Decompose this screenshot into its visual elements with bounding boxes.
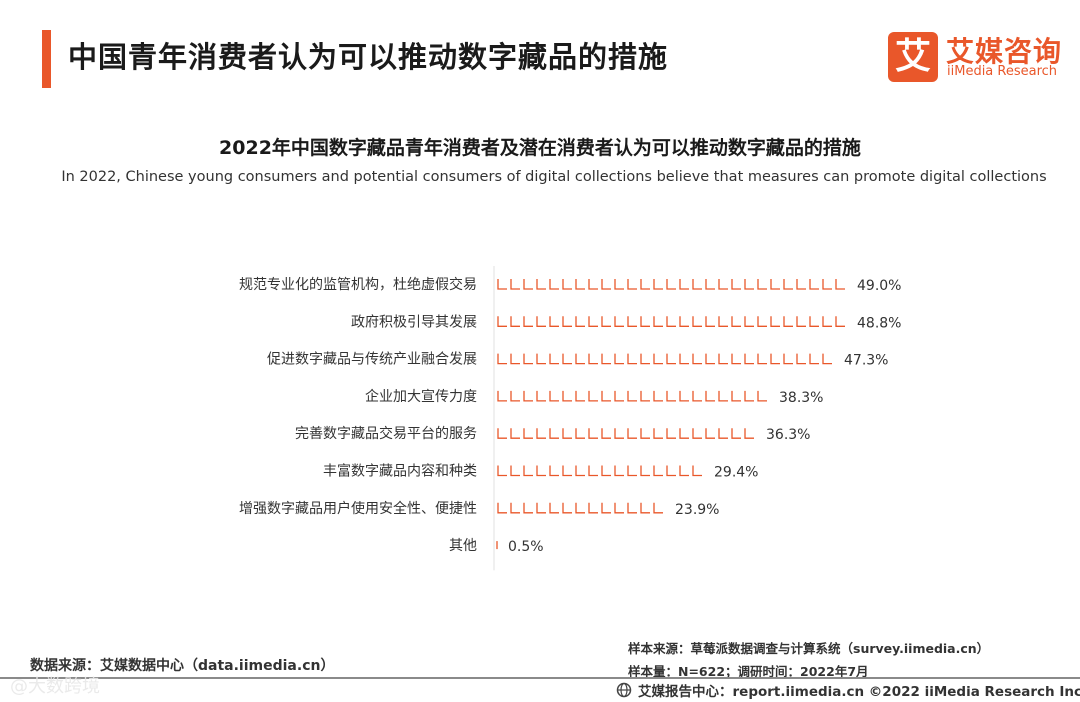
value-label: 0.5% [508, 539, 544, 555]
title-accent-bar [42, 30, 51, 88]
sample-source: 样本来源：草莓派数据调查与计算系统（survey.iimedia.cn） [628, 641, 990, 656]
bar-row: 其他 0.5% [449, 538, 544, 555]
value-label: 49.0% [857, 278, 901, 294]
bar [497, 353, 832, 365]
bar-row: 促进数字藏品与传统产业融合发展 47.3% [267, 352, 888, 369]
logo-mark: 艾 [888, 32, 938, 82]
chart-title: 2022年中国数字藏品青年消费者及潜在消费者认为可以推动数字藏品的措施 [219, 137, 861, 159]
bar [497, 465, 702, 477]
globe-icon [616, 682, 632, 698]
bar-row: 企业加大宣传力度 38.3% [365, 388, 823, 406]
data-source: 数据来源：艾媒数据中心（data.iimedia.cn） [30, 658, 335, 674]
value-label: 29.4% [714, 465, 758, 481]
value-label: 36.3% [766, 427, 810, 443]
bar [497, 502, 663, 514]
category-label: 丰富数字藏品内容和种类 [323, 463, 477, 480]
page-title: 中国青年消费者认为可以推动数字藏品的措施 [68, 40, 669, 74]
category-label: 其他 [449, 538, 477, 554]
category-label: 企业加大宣传力度 [365, 388, 477, 405]
bar-row: 丰富数字藏品内容和种类 29.4% [323, 463, 758, 481]
bar [497, 390, 767, 402]
value-label: 23.9% [675, 502, 719, 518]
sample-size: 样本量：N=622；调研时间：2022年7月 [628, 664, 869, 679]
category-label: 政府积极引导其发展 [351, 314, 477, 330]
bar-chart: 规范专业化的监管机构，杜绝虚假交易 49.0% 政府积极引导其发展 48.8% 促进数字… [239, 266, 901, 571]
category-label: 增强数字藏品用户使用安全性、便捷性 [239, 500, 477, 517]
logo-name-en: iiMedia Research [947, 64, 1058, 79]
value-label: 48.8% [857, 315, 901, 331]
report-center: 艾媒报告中心：report.iimedia.cn ©2022 iiMedia R… [616, 680, 1080, 700]
value-label: 47.3% [844, 353, 888, 369]
watermark: @大数跨境 [10, 676, 100, 697]
bar [497, 428, 754, 439]
category-label: 规范专业化的监管机构，杜绝虚假交易 [239, 276, 477, 293]
footer-divider [0, 677, 1080, 679]
bar [497, 316, 845, 327]
iimedia-logo: 艾 艾媒咨询 iiMedia Research [888, 30, 1061, 84]
category-label: 促进数字藏品与传统产业融合发展 [267, 352, 477, 368]
bar [497, 279, 845, 290]
value-label: 38.3% [779, 390, 823, 406]
report-center-text: 艾媒报告中心：report.iimedia.cn ©2022 iiMedia R… [638, 684, 1080, 700]
category-label: 完善数字藏品交易平台的服务 [295, 425, 477, 442]
logo-name-cn: 艾媒咨询 [946, 35, 1063, 68]
bar-row: 增强数字藏品用户使用安全性、便捷性 23.9% [239, 500, 719, 518]
bar-row: 规范专业化的监管机构，杜绝虚假交易 49.0% [239, 276, 901, 294]
chart-subtitle: In 2022, Chinese young consumers and pot… [61, 169, 1047, 185]
bar-row: 完善数字藏品交易平台的服务 36.3% [295, 425, 810, 443]
bar-row: 政府积极引导其发展 48.8% [351, 314, 901, 331]
